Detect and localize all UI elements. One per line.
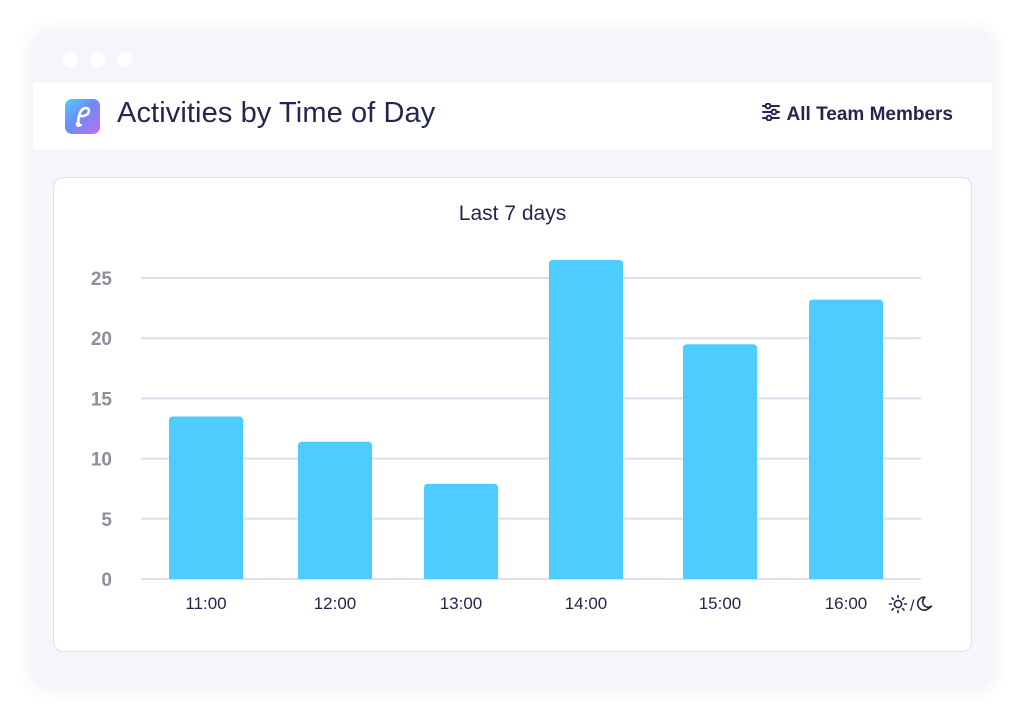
x-tick-label: 13:00 <box>440 594 483 613</box>
y-tick-label: 25 <box>91 269 113 290</box>
x-tick-label: 14:00 <box>565 594 608 613</box>
bar-chart: 0 5 10 15 20 25 11:00 12:00 13:00 14:00 15:00 16:00 <box>91 259 921 613</box>
sun-icon[interactable] <box>888 594 908 619</box>
window-dot-maximize[interactable] <box>117 52 132 67</box>
bar-1500[interactable] <box>683 344 757 579</box>
page-header: Activities by Time of Day All Team Membe… <box>33 83 992 149</box>
bar-1200[interactable] <box>298 441 372 579</box>
team-members-filter-button[interactable]: All Team Members <box>761 102 953 126</box>
app-window: Activities by Time of Day All Team Membe… <box>33 30 992 686</box>
y-tick-label: 0 <box>101 570 112 591</box>
y-tick-label: 10 <box>91 450 112 471</box>
window-dot-close[interactable] <box>63 52 78 67</box>
y-tick-label: 20 <box>91 329 112 350</box>
chart-title: Last 7 days <box>458 202 567 225</box>
x-tick-label: 12:00 <box>314 594 357 613</box>
page-title: Activities by Time of Day <box>117 97 436 129</box>
theme-separator: / <box>910 597 915 615</box>
x-tick-label: 11:00 <box>185 594 226 613</box>
bar-1600[interactable] <box>809 299 883 579</box>
app-logo-icon <box>65 99 100 134</box>
window-controls <box>63 52 132 67</box>
moon-icon[interactable] <box>916 595 934 618</box>
bar-1400[interactable] <box>549 259 623 579</box>
window-dot-minimize[interactable] <box>90 52 105 67</box>
filter-label: All Team Members <box>786 103 953 125</box>
y-tick-label: 15 <box>91 389 113 410</box>
bar-1300[interactable] <box>424 483 498 579</box>
chart-card: Last 7 days 0 5 10 15 20 25 11:00 12:00 13:00 14:… <box>53 177 972 652</box>
y-tick-label: 5 <box>101 510 112 531</box>
x-tick-label: 15:00 <box>699 594 742 613</box>
sliders-icon <box>761 102 781 126</box>
x-tick-label: 16:00 <box>825 594 868 613</box>
theme-toggle[interactable]: / <box>888 594 934 619</box>
bar-1100[interactable] <box>169 416 243 579</box>
